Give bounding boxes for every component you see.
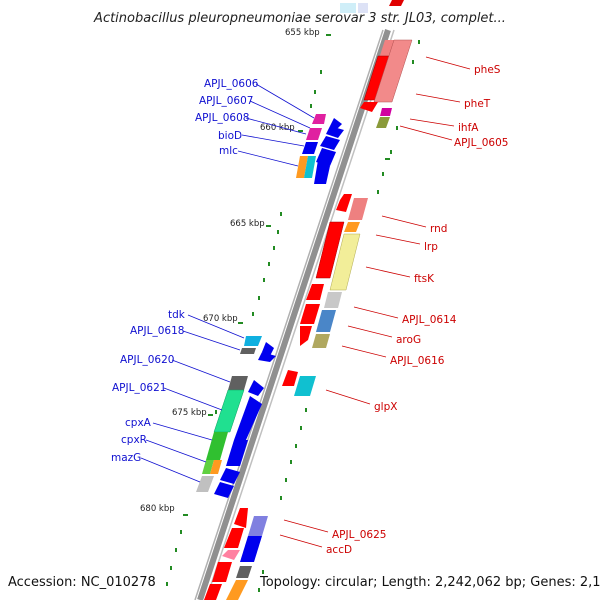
gene-label: ftsK bbox=[414, 273, 435, 285]
gene-label: pheS bbox=[474, 64, 501, 76]
gene-arrow bbox=[220, 468, 240, 484]
gene-APJL-0620 bbox=[228, 376, 248, 390]
reverse-strand-genes bbox=[196, 114, 344, 498]
map-title: Actinobacillus pleuropneumoniae serovar … bbox=[93, 11, 506, 26]
accession-text: Accession: NC_010278 bbox=[8, 575, 156, 590]
gene-cpxR bbox=[226, 440, 248, 466]
gene-APJL-0621 bbox=[213, 389, 245, 433]
gene-APJL-0621-arrow bbox=[234, 396, 262, 440]
gene-label: glpX bbox=[374, 401, 397, 413]
gene-tdk bbox=[244, 336, 262, 346]
gene-cpxA bbox=[206, 432, 228, 460]
gene-label: lrp bbox=[424, 241, 438, 253]
gene-APJL-0606 bbox=[312, 114, 326, 124]
gene-aroG bbox=[316, 310, 336, 332]
gene-box bbox=[236, 566, 252, 578]
gene-arrow bbox=[336, 194, 352, 212]
gene-ftsK bbox=[329, 233, 361, 291]
gene-label: APJL_0605 bbox=[454, 137, 508, 149]
gene-mlc-2 bbox=[304, 156, 316, 178]
gene-arrow bbox=[204, 584, 222, 600]
gene-arrow bbox=[262, 342, 274, 356]
genome-summary-text: Topology: circular; Length: 2,242,062 bp… bbox=[259, 575, 600, 590]
feature-faded-2 bbox=[358, 3, 368, 13]
gene-label: accD bbox=[326, 544, 352, 556]
gene-label: mlc bbox=[219, 145, 238, 157]
gene-accD bbox=[240, 536, 262, 562]
gene-arrow bbox=[300, 304, 320, 324]
gene-label: APJL_0608 bbox=[195, 112, 249, 124]
gene-arrow bbox=[326, 126, 344, 138]
gene-APJL-0605 bbox=[376, 117, 390, 128]
gene-label: bioD bbox=[218, 130, 242, 142]
gene-label: cpxR bbox=[121, 434, 147, 446]
gene-cpxR-box-2 bbox=[210, 460, 222, 474]
gene-label: APJL_0607 bbox=[199, 95, 253, 107]
gene-ihfA bbox=[380, 108, 392, 116]
gene-label: cpxA bbox=[125, 417, 152, 429]
gene-arrow bbox=[222, 550, 240, 560]
gene-label: APJL_0614 bbox=[402, 314, 457, 326]
gene-APJL-0608 bbox=[306, 128, 322, 140]
gene-rnd bbox=[348, 198, 368, 220]
gene-label: mazG bbox=[111, 452, 141, 464]
scale-label: 680 kbp bbox=[140, 504, 175, 514]
gene-label: APJL_0625 bbox=[332, 529, 386, 541]
gene-glpX-arrow bbox=[282, 370, 298, 386]
gene-label: APJL_0606 bbox=[204, 78, 259, 90]
gene-label: APJL_0620 bbox=[120, 354, 174, 366]
scale-label: 675 kbp bbox=[172, 408, 207, 418]
gene-APJL-0616 bbox=[312, 334, 330, 348]
gene-lrp bbox=[315, 221, 345, 279]
gene-arrow bbox=[248, 380, 264, 396]
gene-glpX bbox=[294, 376, 316, 396]
forward-strand-genes bbox=[204, 0, 413, 600]
gene-pheT-box bbox=[373, 39, 413, 103]
forward-gene-labels: pheS pheT ihfA APJL_0605 rnd lrp ftsK AP… bbox=[279, 56, 508, 556]
gene-arrow bbox=[306, 284, 324, 300]
gene-bioD bbox=[302, 142, 318, 154]
gene-arrow bbox=[389, 0, 404, 6]
feature-faded bbox=[340, 3, 356, 13]
gene-arrow bbox=[212, 562, 232, 582]
scale-label: 655 kbp bbox=[285, 28, 320, 38]
scale-label: 670 kbp bbox=[203, 314, 238, 324]
gene-label: APJL_0621 bbox=[112, 382, 166, 394]
gene-APJL-0625 bbox=[248, 516, 268, 536]
gene-arrow bbox=[234, 508, 248, 528]
reverse-gene-labels: APJL_0606 APJL_0607 APJL_0608 bioD mlc t… bbox=[111, 78, 315, 483]
gene-arrow bbox=[224, 528, 244, 548]
scale-ticks bbox=[208, 34, 331, 416]
gene-APJL-0618 bbox=[240, 348, 256, 354]
scale-label: 660 kbp bbox=[260, 123, 295, 133]
gene-label: ihfA bbox=[458, 122, 479, 134]
gene-label: APJL_0618 bbox=[130, 325, 184, 337]
gene-APJL-0614 bbox=[324, 292, 342, 308]
gene-label: rnd bbox=[430, 223, 447, 235]
gene-bioD-arrow bbox=[320, 136, 340, 150]
gene-arrow bbox=[360, 102, 378, 112]
gene-label: pheT bbox=[464, 98, 491, 110]
gene-label: aroG bbox=[396, 334, 421, 346]
gene-arrow bbox=[314, 160, 330, 184]
gene-label: APJL_0616 bbox=[390, 355, 445, 367]
gene-arrow bbox=[214, 482, 234, 498]
gene-lrp-box bbox=[344, 222, 360, 232]
genome-backbone bbox=[194, 29, 395, 600]
gene-arrow bbox=[300, 326, 312, 346]
scale-label: 665 kbp bbox=[230, 219, 265, 229]
gene-mazG bbox=[196, 476, 214, 492]
tick-track-left bbox=[166, 70, 322, 586]
gene-arrow bbox=[258, 352, 276, 362]
gene-label: tdk bbox=[168, 309, 186, 321]
gene-box bbox=[226, 580, 248, 600]
